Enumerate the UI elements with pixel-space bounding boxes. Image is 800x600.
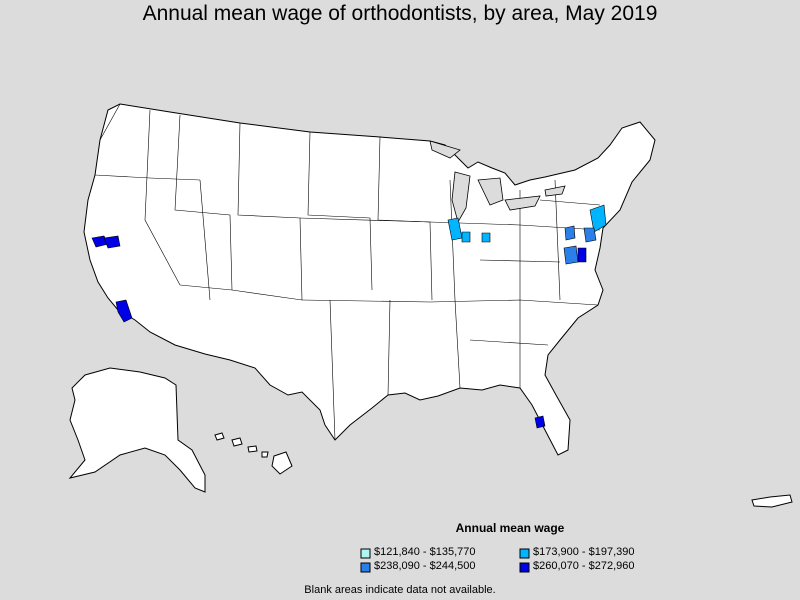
legend-item-4: $260,070 - $272,960	[533, 560, 635, 572]
area-new-york	[589, 204, 607, 233]
great-lakes	[429, 140, 566, 224]
legend-title: Annual mean wage	[455, 521, 565, 535]
contiguous-us-land	[83, 103, 656, 456]
area-philadelphia	[583, 227, 597, 243]
legend-swatch-2	[519, 548, 530, 559]
legend-swatch-4	[519, 562, 530, 573]
alaska-land	[68, 367, 206, 493]
legend-label-4: $260,070 - $272,960	[533, 560, 635, 572]
area-sacramento	[103, 235, 121, 249]
legend-label-1: $121,840 - $135,770	[374, 546, 476, 558]
area-baltimore	[577, 247, 587, 263]
legend-item-3: $238,090 - $244,500	[374, 560, 476, 572]
footnote: Blank areas indicate data not available.	[304, 584, 496, 596]
legend-swatch-1	[360, 548, 371, 559]
map-title: Annual mean wage of orthodontists, by ar…	[142, 2, 658, 25]
legend-item-2: $173,900 - $197,390	[533, 546, 635, 558]
hawaii-land	[214, 432, 293, 475]
wage-areas	[91, 204, 607, 429]
area-ohio	[481, 232, 491, 243]
legend-swatch-3	[360, 562, 371, 573]
area-pittsburgh	[564, 225, 576, 241]
legend-item-1: $121,840 - $135,770	[374, 546, 476, 558]
area-tampa	[534, 415, 546, 429]
area-washington	[563, 245, 579, 265]
area-indiana	[461, 231, 471, 243]
area-los-angeles	[115, 299, 133, 323]
puerto-rico-land	[751, 494, 793, 508]
legend-label-2: $173,900 - $197,390	[533, 546, 635, 558]
legend-label-3: $238,090 - $244,500	[374, 560, 476, 572]
area-borders	[94, 103, 601, 441]
